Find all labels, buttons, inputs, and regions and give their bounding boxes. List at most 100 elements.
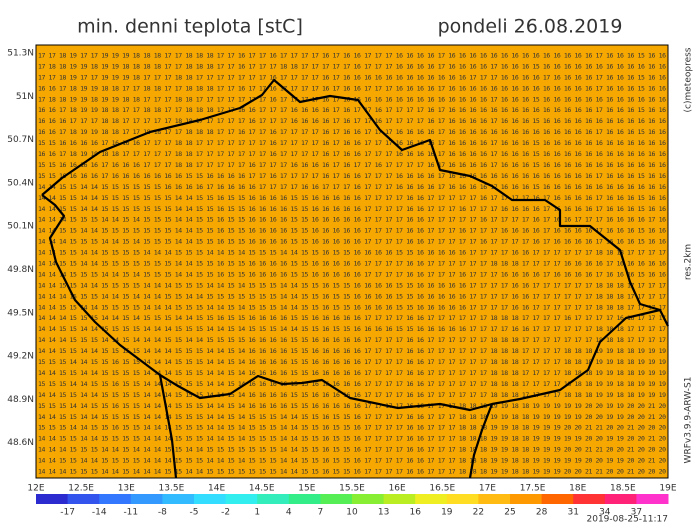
colorbar-label: -11 (123, 508, 138, 518)
colorbar-label: 28 (536, 508, 548, 518)
temperature-row: 16 16 17 18 19 19 18 18 17 17 18 18 17 1… (38, 128, 666, 136)
temperature-row: 15 15 16 16 16 16 17 16 16 16 16 16 16 1… (38, 172, 666, 180)
colorbar-label: -14 (92, 508, 107, 518)
colorbar-label: 25 (504, 508, 515, 518)
temperature-row: 14 14 15 15 14 14 15 15 15 15 14 14 14 1… (38, 303, 666, 311)
lon-label: 12E (27, 484, 44, 494)
colorbar-label: 34 (599, 508, 611, 518)
lat-label: 51.3N (7, 49, 34, 59)
colorbar-swatch (99, 494, 132, 504)
country-border (41, 78, 661, 312)
model-name: WRFv3.9.9-ARW-S1 (684, 377, 694, 464)
lat-label: 48.9N (7, 395, 34, 405)
colorbar-label: 1 (254, 508, 260, 518)
temperature-row: 14 14 14 15 15 15 14 14 15 14 15 15 15 1… (38, 314, 666, 322)
temperature-row: 14 14 14 15 15 15 14 14 15 14 14 14 15 1… (38, 446, 666, 454)
temperature-row: 14 14 15 15 14 14 15 15 15 15 15 15 15 1… (38, 260, 666, 268)
colorbar-swatch (478, 494, 511, 504)
colorbar-swatch (36, 494, 69, 504)
temperature-row: 14 14 15 15 14 14 15 15 15 15 14 14 14 1… (38, 325, 666, 333)
lon-label: 15E (298, 484, 315, 494)
lon-label: 12.5E (68, 484, 94, 494)
copyright: (c)meteopress (684, 47, 694, 112)
temperature-row: 15 15 16 16 16 16 17 16 16 16 17 17 17 1… (38, 161, 666, 169)
colorbar: -17 -14 -11 -8 -5 -2 1 4 7 10 13 16 19 22 25 28 31 34 37 (36, 494, 669, 518)
colorbar-swatch (415, 494, 448, 504)
temperature-row: 14 14 15 15 14 14 15 15 15 15 14 14 14 1… (38, 457, 666, 465)
temperature-row: 14 14 15 15 14 14 15 15 15 15 14 14 14 1… (38, 249, 666, 257)
colorbar-swatch (573, 494, 606, 504)
lon-label: 18E (569, 484, 586, 494)
lat-label: 48.6N (7, 438, 34, 448)
colorbar-swatch (162, 494, 195, 504)
temperature-row: 14 14 15 15 14 14 15 15 15 15 14 14 14 1… (38, 435, 666, 443)
temperature-row: 14 14 15 15 14 14 15 15 15 15 15 15 15 1… (38, 205, 666, 213)
lon-label: 14E (208, 484, 225, 494)
temperature-row: 15 15 15 14 14 15 15 16 15 15 14 14 14 1… (38, 402, 666, 410)
colorbar-label: 31 (567, 508, 578, 518)
colorbar-label: -2 (221, 508, 230, 518)
temperature-row: 17 17 18 19 17 17 19 19 19 18 18 18 17 1… (38, 51, 666, 59)
temperature-row: 14 14 15 15 14 14 15 15 15 15 14 14 14 1… (38, 347, 666, 355)
temperature-row: 15 15 16 16 16 16 17 16 16 16 17 17 17 1… (38, 139, 666, 147)
lat-label: 49.2N (7, 352, 34, 362)
colorbar-swatch (130, 494, 163, 504)
lon-label: 16.5E (429, 484, 455, 494)
colorbar-swatch (288, 494, 321, 504)
temperature-row: 16 16 16 17 17 17 18 18 17 17 17 17 17 1… (38, 117, 666, 125)
temperature-row: 14 14 14 15 15 15 14 14 15 14 14 14 15 1… (38, 468, 666, 476)
temperature-row: 15 15 15 14 14 15 15 16 15 15 14 14 14 1… (38, 424, 666, 432)
temperature-row: 17 17 18 19 17 17 19 19 19 18 17 17 17 1… (38, 73, 666, 81)
colorbar-label: 13 (378, 508, 389, 518)
timestamp: 2019-08-25-11:17 (587, 515, 669, 525)
map-area: 17 17 18 19 17 17 19 19 19 18 18 18 17 1… (36, 45, 668, 478)
temperature-row: 16 16 17 18 19 19 18 18 17 17 18 18 17 1… (38, 84, 666, 92)
temperature-row: 14 14 14 15 15 15 14 14 15 14 15 15 15 1… (38, 216, 666, 224)
map-date: pondeli 26.08.2019 (438, 16, 623, 38)
colorbar-swatch (352, 494, 385, 504)
lon-label: 17.5E (520, 484, 546, 494)
temperature-row: 15 15 15 14 14 15 15 16 15 15 14 14 14 1… (38, 358, 666, 366)
lon-label: 16E (389, 484, 406, 494)
temperature-row: 17 18 18 19 19 18 19 19 18 18 18 18 17 1… (38, 62, 666, 70)
colorbar-label: 22 (473, 508, 484, 518)
colorbar-label: -5 (190, 508, 199, 518)
temperature-row: 14 14 14 15 15 15 14 14 15 14 14 14 15 1… (38, 336, 666, 344)
temperature-row: 14 14 14 15 15 15 14 14 15 14 15 15 15 1… (38, 238, 666, 246)
borders (41, 78, 669, 479)
lat-label: 50.4N (7, 178, 34, 188)
colorbar-swatch (604, 494, 637, 504)
temperature-row: 15 15 15 14 14 15 15 16 15 15 14 14 14 1… (38, 380, 666, 388)
colorbar-label: 19 (441, 508, 453, 518)
colorbar-swatch (510, 494, 543, 504)
colorbar-label: 37 (631, 508, 642, 518)
lon-label: 13E (118, 484, 135, 494)
lon-label: 17E (479, 484, 496, 494)
colorbar-label: 4 (286, 508, 292, 518)
resolution: res.2km (684, 244, 694, 280)
temperature-row: 14 14 15 15 14 14 15 15 15 15 14 14 14 1… (38, 281, 666, 289)
temperature-row: 14 14 15 15 14 14 15 15 15 15 14 14 14 1… (38, 413, 666, 421)
lon-label: 18.5E (610, 484, 636, 494)
map-title: min. denni teplota [stC] (77, 16, 303, 38)
country-border (158, 374, 178, 479)
lon-label: 19E (659, 484, 676, 494)
temperature-row: 14 14 15 15 14 14 15 15 15 15 14 14 14 1… (38, 369, 666, 377)
map-frame (35, 44, 669, 479)
temperature-row: 14 14 14 15 15 15 14 14 15 14 15 15 15 1… (38, 270, 666, 278)
temperature-row: 14 14 15 15 14 14 15 15 15 15 15 15 16 1… (38, 183, 666, 191)
lat-label: 50.1N (7, 222, 34, 232)
colorbar-label: 10 (346, 508, 358, 518)
lon-label: 13.5E (159, 484, 185, 494)
colorbar-label: 16 (409, 508, 421, 518)
colorbar-label: 7 (318, 508, 324, 518)
colorbar-label: -8 (158, 508, 167, 518)
temperature-row: 16 16 17 18 19 19 18 18 17 17 18 18 17 1… (38, 106, 666, 114)
map-background (36, 45, 668, 478)
colorbar-swatch (383, 494, 416, 504)
country-border (41, 194, 669, 412)
lat-label: 49.8N (7, 265, 34, 275)
colorbar-swatch (636, 494, 669, 504)
temperature-row: 14 14 15 15 14 14 15 15 15 15 14 14 14 1… (38, 391, 666, 399)
